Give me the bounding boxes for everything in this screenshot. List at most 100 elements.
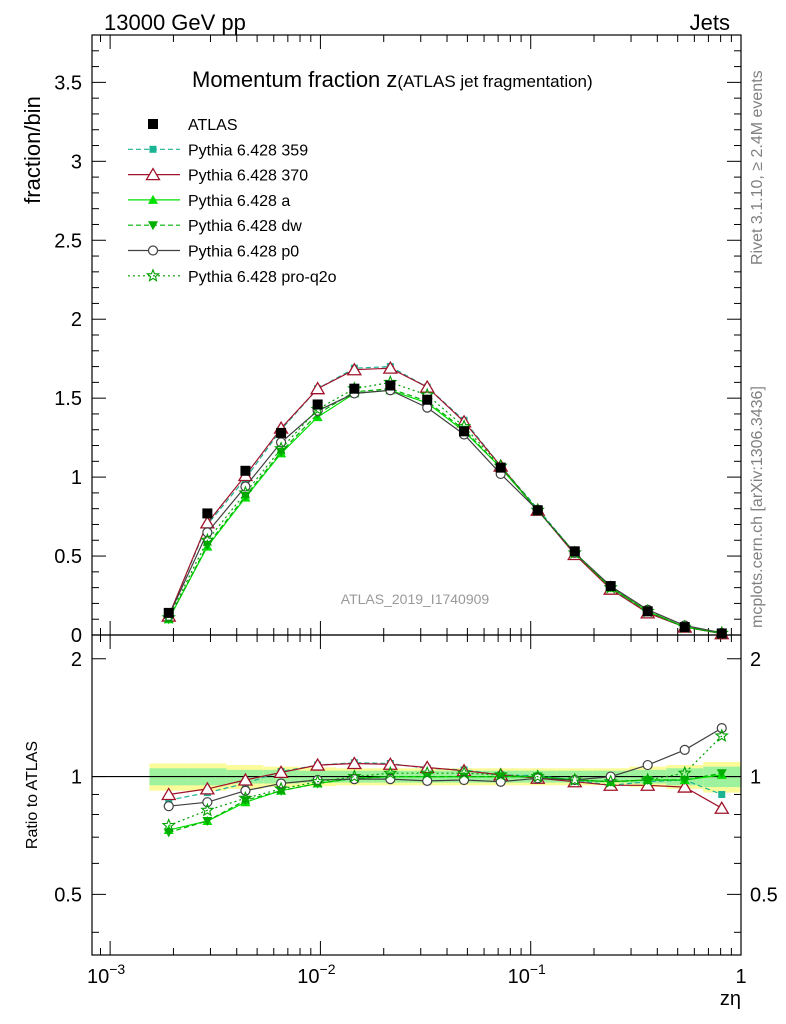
ratio-frame [91, 634, 742, 956]
series-1-line [168, 367, 722, 635]
reference-point [495, 462, 506, 473]
legend-marker [145, 268, 161, 282]
series-2-ratio-line [168, 774, 722, 831]
series-5-ratio-point [714, 728, 729, 743]
ratio-y-tick-label: 2 [71, 649, 82, 671]
series-1-ratio-point [237, 772, 254, 786]
series-5-ratio-point [567, 772, 582, 787]
series-5-ratio-point [420, 765, 435, 780]
rivet-version-label: Rivet 3.1.10, ≥ 2.4M events [749, 70, 766, 265]
series-1-ratio-point [382, 756, 398, 770]
series-4-line [168, 389, 722, 634]
series-1-point [382, 360, 398, 374]
legend-label: Pythia 6.428 a [188, 193, 290, 210]
legend-marker [148, 221, 158, 231]
legend-marker [149, 145, 157, 153]
series-5-ratio-point [603, 774, 618, 788]
series-1-ratio-point [309, 757, 326, 771]
y-tick-label: 2 [71, 309, 82, 331]
series-4-ratio-point [202, 797, 213, 808]
series-4-ratio-point [679, 744, 690, 755]
legend: ATLAS Pythia 6.428 359 Pythia 6.428 370 Pyt… [128, 117, 337, 286]
analysis-label: ATLAS_2019_I1740909 [341, 591, 490, 607]
series-5-point [200, 532, 215, 547]
series-3-ratio-point [716, 769, 727, 779]
reference-point [202, 508, 213, 519]
series-0-ratio-point [718, 790, 726, 798]
series-1-point [346, 362, 362, 376]
series-1-ratio-point [273, 765, 289, 779]
legend-marker [145, 167, 161, 181]
ratio-y-tick-label: 1 [71, 767, 82, 789]
series-0-ratio-point [165, 796, 173, 804]
reference-point [163, 607, 174, 618]
x-tick-label: 10−2 [297, 961, 335, 988]
series-1-ratio-point [199, 781, 216, 795]
ratio-y-tick-label-right: 1 [750, 767, 761, 789]
series-4-point [202, 527, 213, 538]
x-axis-label: zη [720, 988, 741, 1010]
series-5-ratio-point [310, 774, 325, 788]
series-5-ratio-point [161, 818, 176, 832]
series-5-line [168, 381, 722, 634]
reference-point [312, 399, 323, 410]
ratio-y-tick-label-right: 2 [750, 649, 761, 671]
series-4-ratio-point [240, 785, 251, 796]
x-tick-label: 10−1 [508, 961, 546, 988]
series-1-ratio-line [168, 762, 723, 809]
legend-label: Pythia 6.428 359 [188, 142, 308, 159]
reference-point [385, 380, 396, 391]
series-5-ratio-point [640, 772, 655, 787]
series-5-ratio-point [238, 790, 253, 805]
y-tick-label: 1 [71, 467, 82, 489]
ratio-y-axis-label: Ratio to ATLAS [24, 741, 41, 849]
series-1-ratio-point [161, 787, 177, 801]
series-3-line [168, 388, 722, 634]
series-5-ratio-point [456, 765, 472, 780]
chart-title: Momentum fraction z(ATLAS jet fragmentat… [192, 67, 593, 92]
y-tick-label: 3 [71, 151, 82, 173]
x-tick-label: 10−3 [87, 961, 125, 988]
series-4-ratio-point [716, 722, 727, 734]
reference-point [605, 581, 616, 592]
series-5-ratio-point [273, 781, 289, 796]
reference-point [716, 628, 727, 639]
y-tick-label: 2.5 [54, 230, 82, 252]
y-tick-label: 0 [71, 625, 82, 647]
series-5-ratio-point [347, 769, 362, 783]
main-plot-panel: 0 0.5 1 1.5 2 2.5 3 3.5 fraction/bin Momentum fra… [20, 34, 742, 955]
series-3-ratio-point [202, 816, 213, 826]
reference-point [276, 427, 287, 438]
series-5-point [273, 441, 289, 455]
series-4-ratio-point [163, 801, 174, 812]
y-tick-label: 0.5 [54, 546, 82, 568]
series-3-ratio-point [163, 828, 174, 838]
reference-point [642, 606, 653, 617]
reference-point [532, 505, 543, 516]
reference-point [679, 622, 690, 633]
mcplots-credit-label: mcplots.cern.ch [arXiv:1306.3436] [749, 386, 766, 628]
x-tick-label: 1 [735, 966, 746, 988]
series-5-ratio-point [493, 767, 508, 781]
legend-label: Pythia 6.428 pro-q2o [188, 269, 337, 286]
series-1-ratio-point [346, 756, 362, 770]
reference-point [240, 465, 251, 476]
series-5-ratio-point [677, 765, 692, 780]
header-process-label: Jets [690, 10, 730, 35]
series-5-ratio-point [530, 769, 545, 783]
legend-label: Pythia 6.428 dw [188, 218, 302, 235]
series-3-ratio-point [679, 775, 690, 785]
y-tick-label: 3.5 [54, 72, 82, 94]
ratio-y-tick-label-right: 0.5 [750, 884, 778, 906]
legend-label: Pythia 6.428 370 [188, 168, 308, 185]
reference-point [422, 394, 433, 405]
series-1-ratio-point [677, 779, 693, 793]
reference-point [569, 546, 580, 557]
series-5-point [238, 485, 253, 499]
ratio-y-tick-label: 0.5 [54, 884, 82, 906]
series-4-ratio-line [168, 727, 723, 807]
series-5-ratio-point [383, 765, 398, 780]
legend-marker [148, 119, 158, 129]
